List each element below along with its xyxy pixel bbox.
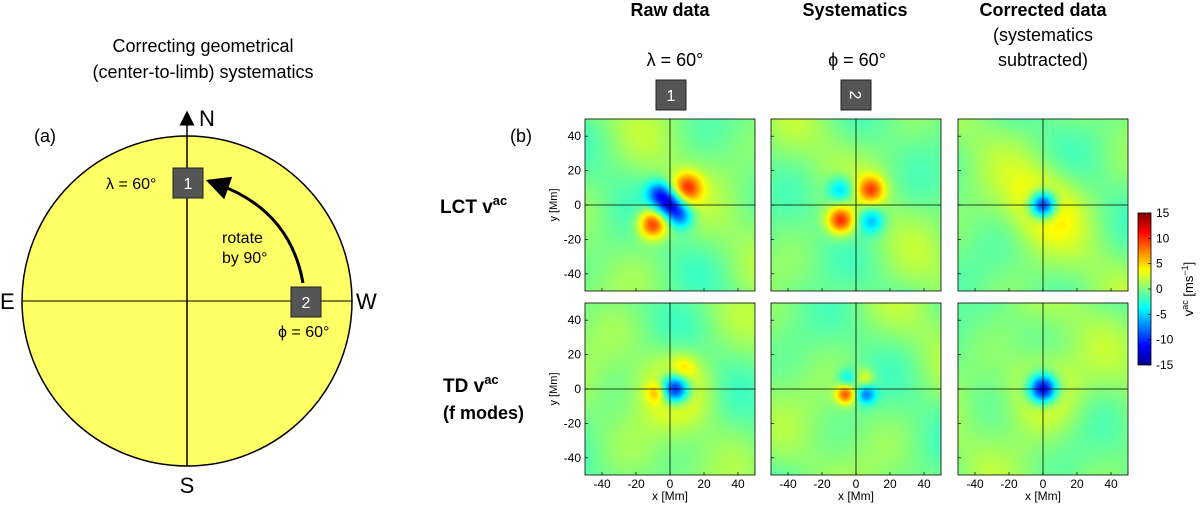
- colorbar-ticks: 15 10 5 0 -5 -10 -15: [1148, 206, 1174, 372]
- x-tick-label: -20: [813, 477, 831, 491]
- box-1-number-right: 1: [667, 88, 676, 105]
- col-header-raw: Raw data: [630, 0, 710, 20]
- x-axis-label: x [Mm]: [652, 489, 688, 503]
- colorbar-label-v: v: [1181, 309, 1196, 316]
- panel-label-b: (b): [510, 126, 532, 146]
- y-tick-label: -40: [564, 451, 582, 465]
- rotate-label-line1: rotate: [222, 230, 263, 247]
- north-label: N: [199, 106, 215, 131]
- x-tick-label: 40: [917, 477, 931, 491]
- x-tick-label: -40: [966, 477, 984, 491]
- east-label: E: [0, 289, 15, 314]
- heatmap-panel: 40 20 0 -20 -40 y [Mm]: [548, 118, 756, 292]
- y-tick-label: 0: [574, 382, 581, 396]
- y-tick-label: 20: [568, 348, 582, 362]
- y-axis-label: y [Mm]: [548, 373, 560, 406]
- left-title-line2: (center-to-limb) systematics: [92, 62, 313, 82]
- x-tick-label: -20: [627, 477, 645, 491]
- x-tick-label: -40: [593, 477, 611, 491]
- col-header-systematics: Systematics: [802, 0, 907, 20]
- colorbar-tick-label: 15: [1156, 206, 1170, 220]
- y-tick-label: -20: [564, 232, 582, 246]
- left-panel: Correcting geometrical (center-to-limb) …: [0, 36, 377, 498]
- colorbar-tick-label: -5: [1156, 307, 1167, 321]
- x-tick-label: 0: [667, 477, 674, 491]
- heatmap-grid: 40 20 0 -20 -40 y [Mm] -40 -20 0 20 40 40 20 0 -20 -40 x…: [548, 118, 1129, 503]
- x-tick-label: 20: [1070, 477, 1084, 491]
- south-label: S: [180, 473, 195, 498]
- row-label-td-main: TD v: [443, 376, 485, 397]
- box-2-marker-right: [840, 79, 872, 111]
- row-label-td-sup: ac: [484, 372, 498, 387]
- x-tick-label: 20: [883, 477, 897, 491]
- x-tick-label: 40: [731, 477, 745, 491]
- phi-label-left: ϕ = 60°: [278, 324, 329, 341]
- y-tick-label: -20: [564, 416, 582, 430]
- row-label-lct-main: LCT v: [440, 197, 493, 218]
- right-panel: Raw data Systematics Corrected data (sys…: [440, 0, 1196, 503]
- y-axis-label: y [Mm]: [548, 189, 560, 222]
- heatmap-panel: -40 -20 0 20 40 40 20 0 -20 -40 x [Mm] y [Mm]: [548, 302, 756, 503]
- box-2-number: 2: [302, 295, 311, 312]
- west-label: W: [356, 289, 377, 314]
- row-label-td: TD vac: [443, 372, 499, 397]
- colorbar: 15 10 5 0 -5 -10 -15 vac [ms−1]: [1137, 206, 1196, 372]
- colorbar-label-close: ]: [1181, 262, 1196, 266]
- x-tick-label: 0: [1040, 477, 1047, 491]
- col-header-corrected-line3: subtracted): [998, 50, 1088, 70]
- row-label-lct-sup: ac: [493, 193, 507, 208]
- rotate-label-line2: by 90°: [222, 250, 268, 267]
- x-tick-label: -20: [1000, 477, 1018, 491]
- x-tick-label: -40: [779, 477, 797, 491]
- colorbar-label-unit: [ms: [1181, 275, 1196, 300]
- y-tick-label: 40: [568, 313, 582, 327]
- box-2-number-right: 2: [846, 91, 863, 100]
- colorbar-tick-label: -10: [1156, 333, 1174, 347]
- y-tick-label: 0: [574, 198, 581, 212]
- box-2-marker: [290, 286, 322, 318]
- colorbar-tick-label: 5: [1156, 257, 1163, 271]
- x-axis-label: x [Mm]: [838, 489, 874, 503]
- colorbar-tick-label: -15: [1156, 358, 1174, 372]
- heatmap-panel: -40 -20 0 20 40 x [Mm]: [957, 302, 1129, 503]
- left-title-line1: Correcting geometrical: [112, 36, 293, 56]
- lambda-label-right: λ = 60°: [647, 50, 704, 70]
- box-1-number: 1: [184, 176, 193, 193]
- lambda-label-left: λ = 60°: [106, 176, 156, 193]
- panel-label-a: (a): [34, 126, 56, 146]
- heatmap-panel: -40 -20 0 20 40 x [Mm]: [770, 302, 942, 503]
- rotate-arrow-icon: [205, 176, 305, 284]
- x-tick-label: 40: [1104, 477, 1118, 491]
- row-label-td-line2: (f modes): [443, 403, 524, 423]
- heatmap-panel: [770, 118, 942, 292]
- box-1-marker: [172, 167, 204, 199]
- x-axis-label: x [Mm]: [1025, 489, 1061, 503]
- row-label-lct: LCT vac: [440, 193, 507, 218]
- colorbar-tick-label: 10: [1156, 231, 1170, 245]
- y-tick-label: 20: [568, 164, 582, 178]
- heatmap-panel: [957, 118, 1129, 292]
- colorbar-label-unit-sup: −1: [1180, 265, 1190, 275]
- col-header-corrected: Corrected data: [979, 0, 1107, 20]
- colorbar-tick-label: 0: [1156, 282, 1163, 296]
- x-tick-label: 0: [853, 477, 860, 491]
- y-tick-label: 40: [568, 129, 582, 143]
- box-1-marker-right: [655, 79, 687, 111]
- colorbar-label-sup: ac: [1180, 300, 1190, 310]
- x-tick-label: 20: [697, 477, 711, 491]
- col-header-corrected-line2: (systematics: [993, 25, 1093, 45]
- y-tick-label: -40: [564, 267, 582, 281]
- phi-label-right: ϕ = 60°: [828, 50, 886, 70]
- colorbar-label: vac [ms−1]: [1180, 262, 1196, 316]
